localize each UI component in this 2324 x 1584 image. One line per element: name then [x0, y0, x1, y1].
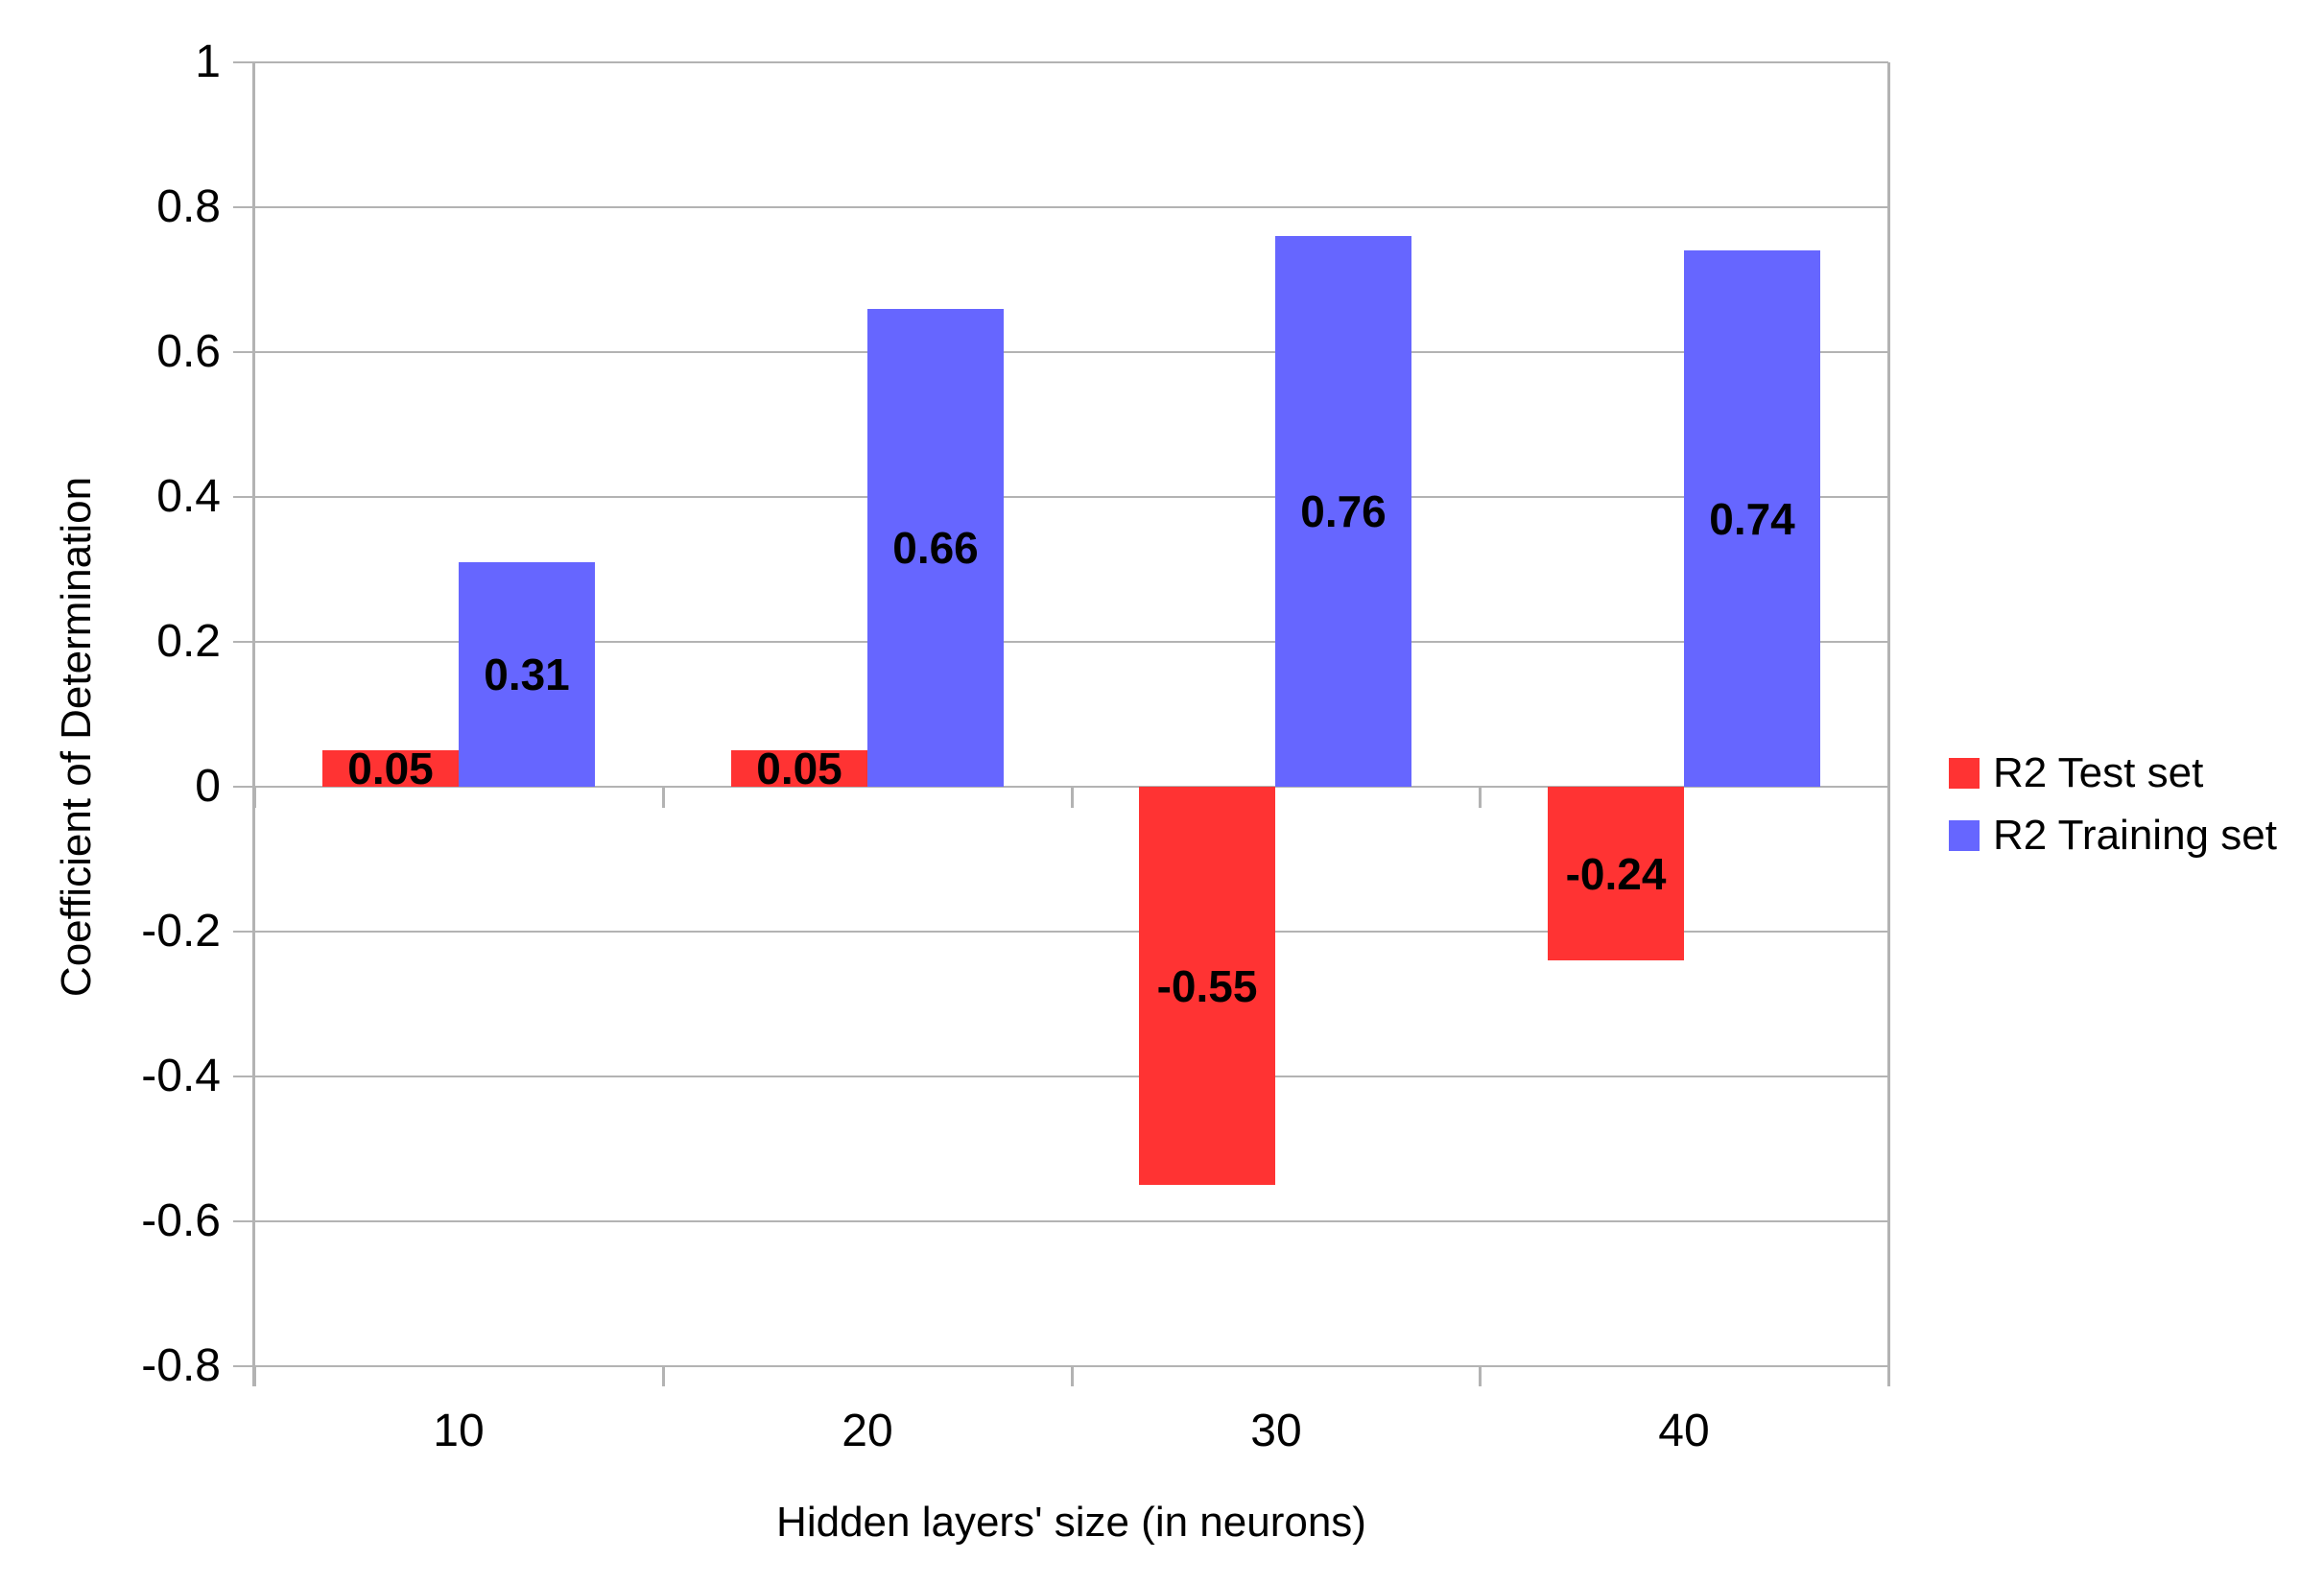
bar-training-40 — [1684, 250, 1820, 787]
x-axis-tick — [1071, 787, 1074, 808]
bar-training-20 — [867, 309, 1004, 787]
bar-test-30 — [1139, 787, 1275, 1185]
y-axis-line — [252, 62, 255, 1386]
plot-right-border — [1887, 62, 1890, 1386]
y-axis-tick-label: 0 — [195, 761, 221, 812]
y-axis-tick-label: 0.6 — [156, 326, 221, 377]
bar-test-20 — [731, 750, 867, 787]
y-gridline — [233, 786, 1888, 788]
x-axis-bottom-tick — [662, 1366, 665, 1386]
bar-value-label: 0.05 — [756, 744, 842, 793]
legend-item: R2 Training set — [1949, 804, 2277, 866]
x-axis-bottom-tick — [1479, 1366, 1482, 1386]
x-axis-tick — [662, 787, 665, 808]
y-axis-tick-label: 0.8 — [156, 181, 221, 232]
y-gridline — [233, 351, 1888, 353]
y-gridline — [233, 1076, 1888, 1077]
x-axis-title: Hidden layers' size (in neurons) — [776, 1499, 1366, 1546]
legend: R2 Test set R2 Training set — [1949, 742, 2277, 866]
bar-test-10 — [322, 750, 459, 787]
y-axis-tick-label: -0.8 — [141, 1340, 221, 1391]
bar-value-label: 0.76 — [1300, 486, 1387, 536]
y-axis-tick-label: 0.4 — [156, 471, 221, 522]
bar-test-40 — [1548, 787, 1684, 960]
legend-swatch-icon — [1949, 819, 1980, 851]
y-axis-tick-label: -0.2 — [141, 906, 221, 957]
y-gridline — [233, 1220, 1888, 1222]
y-gridline — [233, 1365, 1888, 1367]
bar-value-label: 0.31 — [484, 650, 570, 699]
bar-value-label: 0.05 — [347, 744, 434, 793]
y-axis-tick-label: 1 — [195, 36, 221, 87]
x-axis-bottom-tick — [253, 1366, 256, 1386]
bar-training-10 — [459, 562, 595, 787]
legend-item: R2 Test set — [1949, 742, 2277, 804]
bar-value-label: 0.74 — [1709, 494, 1795, 544]
y-gridline — [233, 61, 1888, 63]
legend-label: R2 Test set — [1993, 748, 2204, 796]
legend-swatch-icon — [1949, 757, 1980, 789]
x-axis-tick-label: 40 — [1658, 1406, 1710, 1456]
x-axis-bottom-tick — [1887, 1366, 1890, 1386]
bar-value-label: -0.55 — [1156, 961, 1258, 1011]
bar-value-label: -0.24 — [1565, 849, 1667, 899]
bar-training-30 — [1275, 236, 1411, 787]
y-gridline — [233, 641, 1888, 643]
y-axis-tick-label: -0.4 — [141, 1051, 221, 1101]
y-gridline — [233, 206, 1888, 208]
x-axis-tick — [1887, 787, 1890, 808]
x-axis-tick — [1479, 787, 1482, 808]
x-axis-tick-label: 10 — [433, 1406, 485, 1456]
legend-label: R2 Training set — [1993, 811, 2277, 859]
y-axis-tick-label: 0.2 — [156, 616, 221, 667]
y-gridline — [233, 496, 1888, 498]
x-axis-tick — [253, 787, 256, 808]
bar-value-label: 0.66 — [892, 523, 979, 573]
y-axis-tick-label: -0.6 — [141, 1195, 221, 1246]
y-gridline — [233, 931, 1888, 933]
x-axis-tick-label: 30 — [1250, 1406, 1302, 1456]
x-axis-tick-label: 20 — [842, 1406, 893, 1456]
x-axis-bottom-tick — [1071, 1366, 1074, 1386]
